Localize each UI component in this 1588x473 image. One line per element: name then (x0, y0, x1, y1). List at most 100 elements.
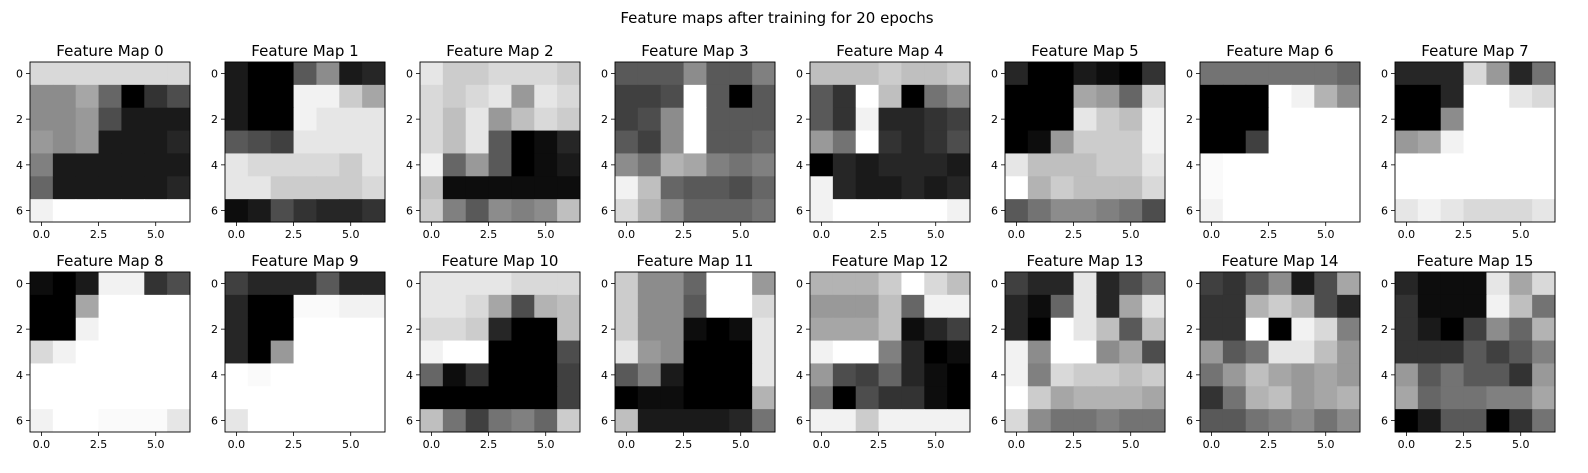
feature-map-11-cell (729, 294, 753, 319)
feature-map-8-cell (144, 363, 168, 387)
feature-map-1-cell (339, 107, 363, 132)
feature-map-11-cell (706, 272, 730, 296)
feature-map-2-cell (442, 153, 467, 177)
feature-map-14-cell (1200, 272, 1224, 296)
feature-map-8-cell (144, 386, 168, 410)
feature-map-2-cell (488, 107, 512, 132)
feature-map-7-cell (1463, 62, 1487, 86)
y-tick-label: 2 (796, 323, 803, 336)
feature-map-12-cell (901, 409, 925, 433)
feature-map-11-cell (683, 317, 707, 342)
x-tick-label: 5.0 (1317, 228, 1335, 241)
feature-map-11-cell (752, 272, 776, 296)
feature-map-3-cell (660, 62, 685, 86)
feature-map-4-cell (901, 84, 925, 109)
feature-map-0-cell (30, 62, 54, 86)
feature-map-8-cell (52, 294, 77, 319)
x-tick-label: 5.0 (147, 228, 165, 241)
feature-map-0-cell (121, 107, 145, 132)
feature-map-14-cell (1245, 386, 1270, 410)
feature-map-10-cell (465, 363, 490, 387)
feature-map-1-cell (247, 62, 272, 86)
feature-map-9-cell (316, 272, 340, 296)
feature-map-15-cell (1417, 409, 1442, 433)
feature-map-12-cell (947, 340, 971, 364)
feature-map-0-cell (121, 153, 145, 177)
feature-map-6-cell (1337, 130, 1361, 154)
feature-map-0-panel: Feature Map 0 0.0 2.5 5.0 0 2 4 6 (16, 42, 191, 241)
feature-map-5-cell (1142, 84, 1166, 109)
feature-map-10-cell (511, 317, 535, 342)
feature-map-15-cell (1509, 363, 1533, 387)
feature-map-1-cell (316, 176, 340, 200)
feature-map-11-cell (683, 386, 707, 410)
feature-map-14-cell (1314, 294, 1338, 319)
feature-map-4-cell (810, 62, 834, 86)
feature-map-10-cell (465, 294, 490, 319)
feature-map-1-cell (293, 62, 317, 86)
feature-map-4-cell (924, 107, 948, 132)
feature-map-7-cell (1463, 130, 1487, 154)
feature-map-8-cell (144, 294, 168, 319)
feature-map-14-cell (1337, 294, 1361, 319)
feature-map-5-cell (1073, 176, 1097, 200)
feature-map-6-cell (1222, 62, 1247, 86)
feature-map-12-cell (901, 363, 925, 387)
feature-map-12-cell (855, 386, 880, 410)
feature-map-14-cell (1337, 272, 1361, 296)
feature-map-3-cell (752, 199, 776, 223)
feature-map-10-cell (420, 317, 444, 342)
feature-map-11-cell (660, 294, 685, 319)
x-tick-label: 5.0 (1512, 438, 1530, 451)
feature-map-4-cell (947, 62, 971, 86)
feature-map-4-cell (810, 84, 834, 109)
feature-map-6-cell (1200, 107, 1224, 132)
x-tick-label: 5.0 (537, 438, 555, 451)
feature-map-12-cell (810, 386, 834, 410)
y-tick-label: 4 (406, 369, 413, 382)
feature-map-13-cell (1119, 294, 1143, 319)
feature-map-15-cell (1486, 363, 1510, 387)
feature-map-12-cell (878, 409, 902, 433)
feature-map-15-cell (1417, 363, 1442, 387)
feature-map-13-cell (1142, 386, 1166, 410)
feature-map-14-cell (1337, 317, 1361, 342)
feature-map-4-cell (832, 199, 857, 223)
feature-map-10-cell (534, 386, 558, 410)
y-tick-label: 4 (601, 369, 608, 382)
x-tick-label: 0.0 (813, 228, 831, 241)
feature-map-5-cell (1005, 84, 1029, 109)
feature-map-7-cell (1463, 84, 1487, 109)
feature-map-9-cell (225, 294, 249, 319)
feature-map-4-cell (878, 84, 902, 109)
feature-map-1-cell (270, 130, 295, 154)
feature-map-1-cell (293, 107, 317, 132)
feature-map-2-cell (488, 199, 512, 223)
feature-map-2-cell (420, 84, 444, 109)
feature-map-6-cell (1291, 176, 1315, 200)
feature-map-8-cell (52, 317, 77, 342)
feature-map-14-cell (1222, 409, 1247, 433)
feature-map-0-title: Feature Map 0 (56, 42, 163, 60)
feature-map-5-cell (1142, 62, 1166, 86)
figure-title: Feature maps after training for 20 epoch… (620, 9, 933, 27)
feature-map-2-cell (557, 199, 581, 223)
feature-map-11-cell (752, 409, 776, 433)
feature-map-7-cell (1395, 62, 1419, 86)
y-tick-label: 6 (991, 415, 998, 428)
feature-map-2-cell (488, 130, 512, 154)
feature-map-12-cell (878, 272, 902, 296)
feature-map-2-cell (420, 153, 444, 177)
y-tick-label: 6 (1381, 205, 1388, 218)
feature-map-12-cell (924, 294, 948, 319)
feature-map-5-title: Feature Map 5 (1031, 42, 1138, 60)
feature-map-1-cell (339, 153, 363, 177)
feature-map-8-cell (52, 386, 77, 410)
feature-map-8-cell (30, 317, 54, 342)
feature-map-12-cell (832, 363, 857, 387)
feature-map-6-cell (1314, 84, 1338, 109)
feature-map-11-cell (706, 386, 730, 410)
feature-map-12-cell (878, 294, 902, 319)
feature-map-0-cell (98, 84, 122, 109)
feature-map-9-cell (247, 317, 272, 342)
